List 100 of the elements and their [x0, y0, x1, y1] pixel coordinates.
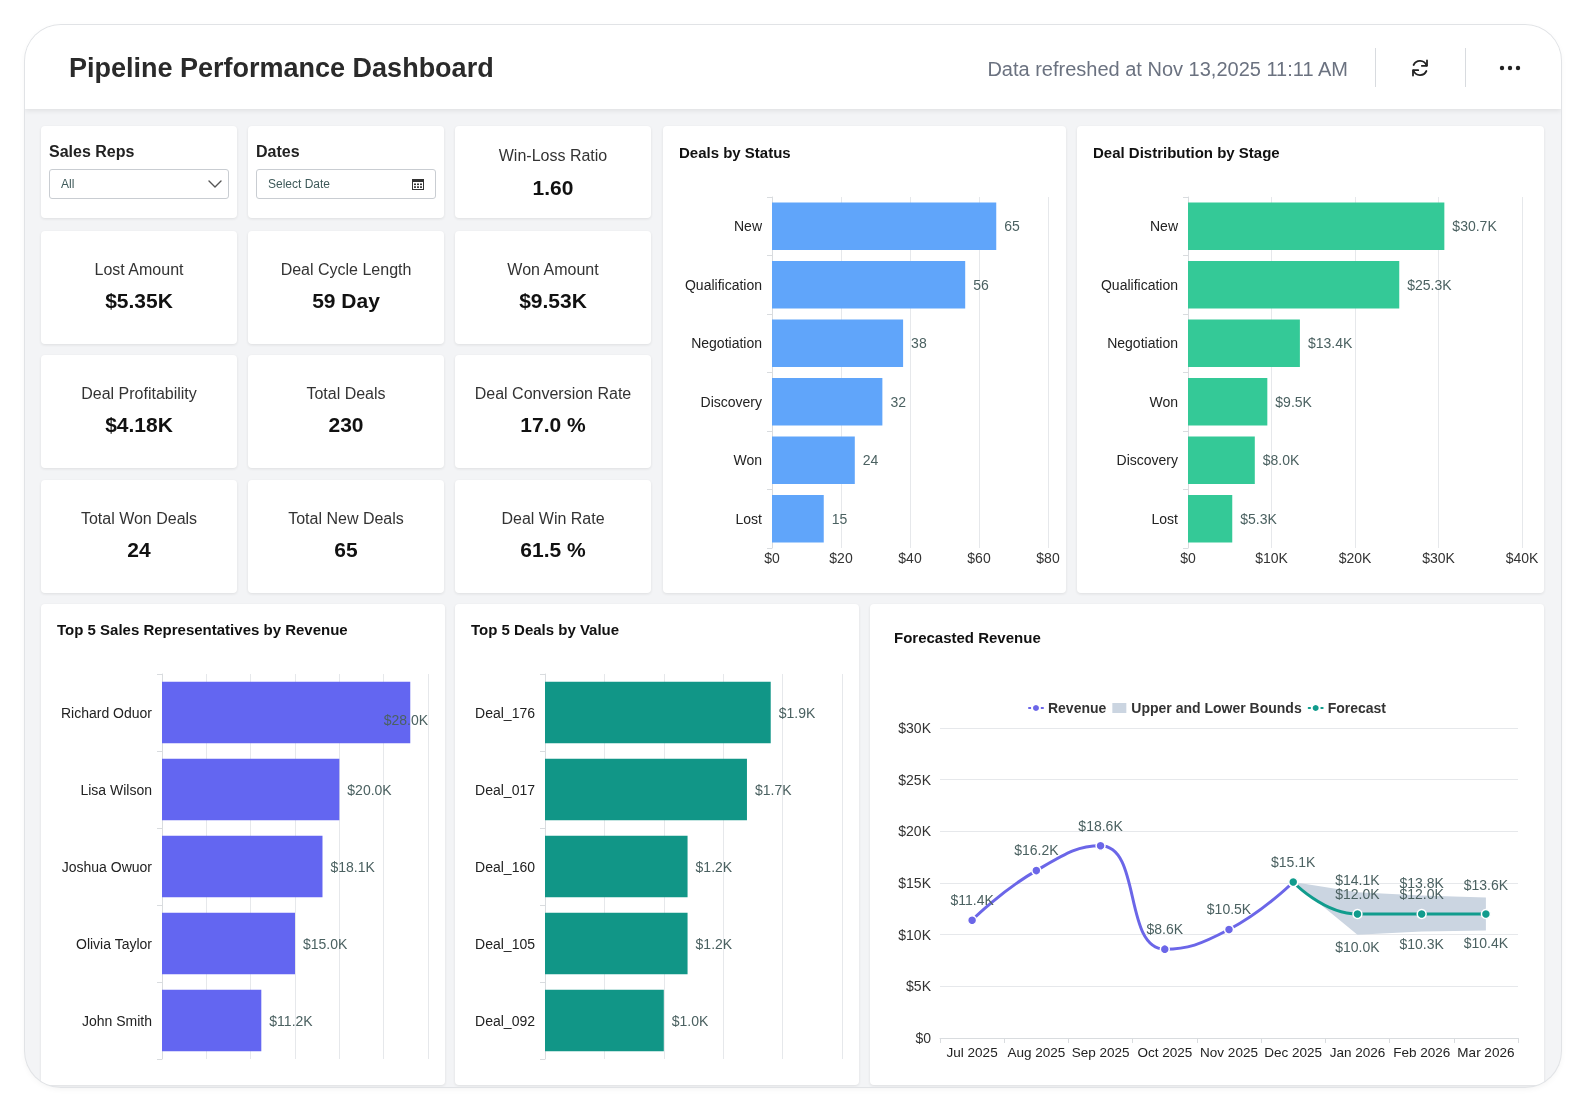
bar — [162, 912, 295, 975]
text: Pipeline Performance Dashboard — [69, 52, 494, 84]
x-tick-label: Jan 2026 — [1329, 1044, 1386, 1060]
bar — [545, 681, 771, 744]
y-tick-label: $10K — [898, 926, 932, 943]
y-tick-label: Qualification — [684, 276, 762, 293]
y-tick-label: $25K — [898, 771, 932, 788]
y-tick-label: Joshua Owuor — [61, 858, 153, 875]
data-label: 56 — [973, 276, 989, 293]
point — [1352, 908, 1363, 920]
text: 65 — [334, 538, 358, 562]
data-label: $15.0K — [303, 935, 349, 952]
data-label: 15 — [831, 510, 848, 527]
chart-title: Forecasted Revenue — [894, 629, 1041, 647]
bar — [162, 989, 262, 1052]
annotation: $13.6K — [1463, 877, 1509, 894]
bar — [545, 758, 747, 821]
x-tick-label: Mar 2026 — [1457, 1044, 1515, 1060]
y-tick-label: Qualification — [1100, 276, 1178, 293]
y-tick-label: $20K — [898, 823, 932, 840]
y-tick-label: Negotiation — [691, 335, 762, 352]
text: Lost Amount — [94, 260, 184, 280]
text: Win-Loss Ratio — [498, 146, 608, 166]
y-tick-label: Lisa Wilson — [80, 781, 152, 798]
x-tick-label: Sep 2025 — [1071, 1044, 1130, 1060]
y-tick-label: $15K — [898, 875, 932, 891]
bar — [772, 319, 904, 367]
text: Deal Win Rate — [501, 509, 605, 529]
point — [1031, 865, 1042, 876]
text: 61.5 % — [520, 538, 586, 562]
bar — [772, 436, 855, 484]
y-tick-label: $30K — [898, 720, 932, 736]
x-tick-label: $30K — [1422, 550, 1456, 566]
y-tick-label: Richard Oduor — [60, 704, 153, 721]
text: Deal Conversion Rate — [474, 384, 632, 404]
y-tick-label: Lost — [1151, 510, 1179, 527]
data-label: 38 — [911, 335, 927, 352]
point — [1480, 908, 1492, 920]
bar — [545, 989, 664, 1052]
text: 59 Day — [312, 289, 380, 313]
x-tick-label: $80 — [1036, 550, 1060, 566]
text: Total Deals — [306, 384, 386, 404]
legend-label: Upper and Lower Bounds — [1131, 700, 1302, 716]
bar — [772, 202, 997, 250]
data-label: $1.0K — [671, 1012, 710, 1029]
x-tick-label: $0 — [764, 550, 780, 566]
data-label: $1.7K — [754, 781, 793, 798]
chart-title: Deals by Status — [679, 144, 791, 162]
point — [1416, 908, 1427, 920]
x-tick-label: $20K — [1338, 550, 1373, 566]
text: 24 — [127, 538, 151, 562]
y-tick-label: Negotiation — [1107, 335, 1178, 352]
x-tick-label: $60 — [967, 550, 991, 566]
bar — [1188, 495, 1233, 543]
y-tick-label: Lost — [735, 510, 763, 527]
data-label: $11.2K — [269, 1012, 314, 1029]
text: $5.35K — [105, 289, 173, 313]
x-tick-label: Dec 2025 — [1264, 1044, 1323, 1060]
data-label: $10.5K — [1206, 901, 1252, 918]
data-label: $1.2K — [695, 935, 733, 952]
annotation: $10.3K — [1399, 935, 1445, 952]
y-tick-label: Deal_105 — [475, 935, 536, 952]
text: $9.53K — [519, 289, 587, 313]
x-tick-label: $40 — [898, 550, 922, 566]
y-tick-label: New — [733, 218, 763, 235]
y-tick-label: $5K — [906, 978, 932, 995]
data-label: $18.6K — [1078, 817, 1124, 834]
legend-label: Revenue — [1047, 700, 1107, 716]
bar — [772, 378, 883, 426]
data-label: $30.7K — [1452, 218, 1498, 235]
chart-title: Top 5 Sales Representatives by Revenue — [57, 621, 348, 639]
bar — [1188, 436, 1255, 484]
x-tick-label: Oct 2025 — [1137, 1044, 1193, 1060]
x-tick-label: Feb 2026 — [1393, 1044, 1451, 1060]
data-label: $1.2K — [695, 858, 733, 875]
data-label: 24 — [862, 452, 879, 469]
data-label: $5.3K — [1240, 510, 1278, 527]
data-label: $9.5K — [1275, 393, 1313, 410]
y-tick-label: John Smith — [81, 1012, 152, 1029]
x-tick-label: Nov 2025 — [1200, 1044, 1258, 1060]
y-tick-label: Won — [1149, 393, 1178, 410]
bar — [1188, 261, 1400, 309]
text: Data refreshed at Nov 13,2025 11:11 AM — [987, 57, 1348, 81]
bar — [545, 912, 688, 975]
data-label: $11.4K — [950, 891, 995, 908]
y-tick-label: Won — [733, 452, 762, 469]
bar — [772, 261, 966, 309]
bar — [162, 758, 340, 821]
bar — [545, 835, 688, 898]
text: Deal Profitability — [81, 384, 197, 404]
data-label: $20.0K — [347, 781, 393, 798]
text: Total Won Deals — [80, 509, 198, 529]
dropdown-field: All — [49, 169, 229, 199]
bar — [772, 495, 824, 543]
annotation: $10.0K — [1335, 938, 1381, 955]
x-tick-label: $40K — [1505, 550, 1540, 566]
y-tick-label: Discovery — [1116, 452, 1178, 469]
chart-title: Top 5 Deals by Value — [471, 621, 620, 639]
text: 230 — [328, 413, 364, 437]
x-tick-label: Aug 2025 — [1007, 1044, 1066, 1060]
